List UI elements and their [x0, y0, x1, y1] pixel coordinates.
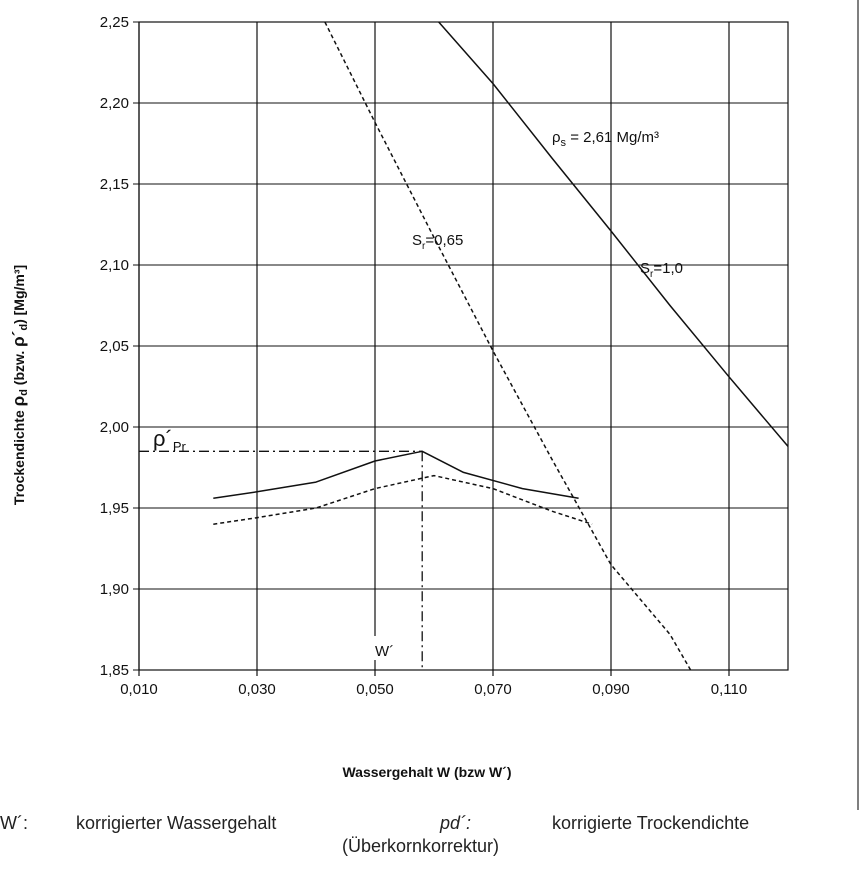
rho-pr-bg	[150, 428, 208, 450]
legend-p-desc: korrigierte Trockendichte	[552, 813, 750, 833]
tick-labels: 1,85 1,90 1,95 2,00 2,05 2,10 2,15 2,20 2,25 0,01…	[100, 14, 747, 698]
y-tick-label: 2,00	[100, 419, 129, 436]
x-tick-label: 0,050	[356, 681, 394, 698]
series-proctor_original	[213, 474, 593, 525]
x-tick-label: 0,090	[592, 681, 630, 698]
y-tick-label: 2,20	[100, 95, 129, 112]
series-proctor_corrected	[213, 450, 579, 500]
w-prime-label: W´	[375, 643, 394, 660]
rho-pr-label: ρ´Pr	[153, 426, 187, 454]
legend-p-note: (Überkornkorrektur)	[342, 836, 500, 856]
legend-w-desc: korrigierter Wassergehalt	[76, 813, 277, 833]
grid	[133, 21, 789, 676]
y-tick-label: 1,95	[100, 500, 129, 517]
x-tick-label: 0,030	[238, 681, 276, 698]
w-prime-bg	[372, 636, 416, 660]
series-group	[213, 21, 789, 671]
legend-p-key: pd´:	[440, 813, 472, 833]
x-tick-label: 0,010	[120, 681, 158, 698]
series-sr10	[438, 21, 789, 447]
sr065-label: Sr=0,65	[412, 232, 463, 252]
x-tick-label: 0,110	[711, 681, 747, 698]
y-tick-label: 2,05	[100, 338, 129, 355]
y-tick-label: 2,25	[100, 14, 129, 31]
x-axis-title: Wassergehalt W (bzw W´)	[342, 764, 511, 780]
y-tick-label: 2,10	[100, 257, 129, 274]
series-sr065	[324, 21, 692, 671]
y-axis-title: Trockendichte ρd (bzw. ρ´d) [Mg/m³]	[9, 265, 30, 505]
y-tick-label: 1,90	[100, 581, 129, 598]
legend-w-key: W´:	[0, 813, 28, 833]
reference-lines	[139, 450, 423, 670]
x-tick-label: 0,070	[474, 681, 512, 698]
y-tick-label: 1,85	[100, 662, 129, 679]
rho-s-label: ρs = 2,61 Mg/m³	[552, 129, 659, 149]
sr10-label: Sr=1,0	[640, 260, 683, 280]
y-tick-label: 2,15	[100, 176, 129, 193]
